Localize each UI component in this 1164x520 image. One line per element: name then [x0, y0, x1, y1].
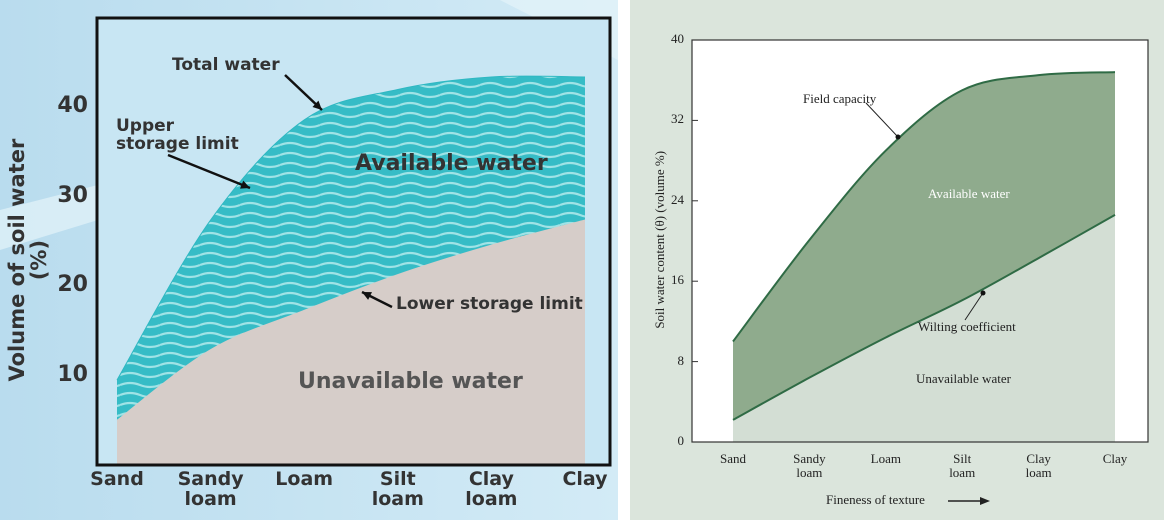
x-tick-label: Sandy loam: [787, 452, 831, 479]
annotation: Unavailable water: [298, 370, 523, 393]
y-tick-label: 30: [48, 184, 88, 207]
y-axis-label: Volume of soil water (%): [6, 135, 50, 385]
y-tick-label: 0: [644, 434, 684, 448]
page: Upper storage limit Lower storage limit 10…: [0, 0, 1164, 520]
series-label: Upper storage limit: [116, 118, 246, 154]
x-tick-label: Clay: [550, 470, 620, 490]
x-tick-label: Sand: [82, 470, 152, 490]
x-tick-label: Sand: [711, 452, 755, 466]
y-tick-label: 40: [48, 94, 88, 117]
y-tick-label: 40: [644, 32, 684, 46]
x-tick-label: Clay loam: [1017, 452, 1061, 479]
x-tick-label: Clay loam: [456, 470, 526, 510]
y-tick-label: 32: [644, 112, 684, 126]
x-tick-label: Loam: [864, 452, 908, 466]
pointer-dot: [896, 135, 901, 140]
annotation: Available water: [355, 152, 548, 175]
y-tick-label: 20: [48, 273, 88, 296]
x-axis-label: Fineness of texture: [826, 493, 925, 507]
annotation: Unavailable water: [916, 372, 1011, 386]
series-label: Field capacity: [803, 92, 876, 106]
annotation: Total water: [172, 57, 280, 75]
series-label: Lower storage limit: [396, 296, 583, 314]
x-tick-label: Sandy loam: [176, 470, 246, 510]
series-label: Wilting coefficient: [918, 320, 1016, 334]
pointer-dot: [981, 291, 986, 296]
x-tick-label: Silt loam: [363, 470, 433, 510]
y-tick-label: 8: [644, 354, 684, 368]
x-tick-label: Silt loam: [940, 452, 984, 479]
y-tick-label: 10: [48, 363, 88, 386]
charts: [0, 0, 1164, 520]
x-tick-label: Clay: [1093, 452, 1137, 466]
x-tick-label: Loam: [269, 470, 339, 490]
annotation: Available water: [928, 187, 1010, 201]
y-axis-label: Soil water content (θ) (volume %): [653, 140, 667, 340]
